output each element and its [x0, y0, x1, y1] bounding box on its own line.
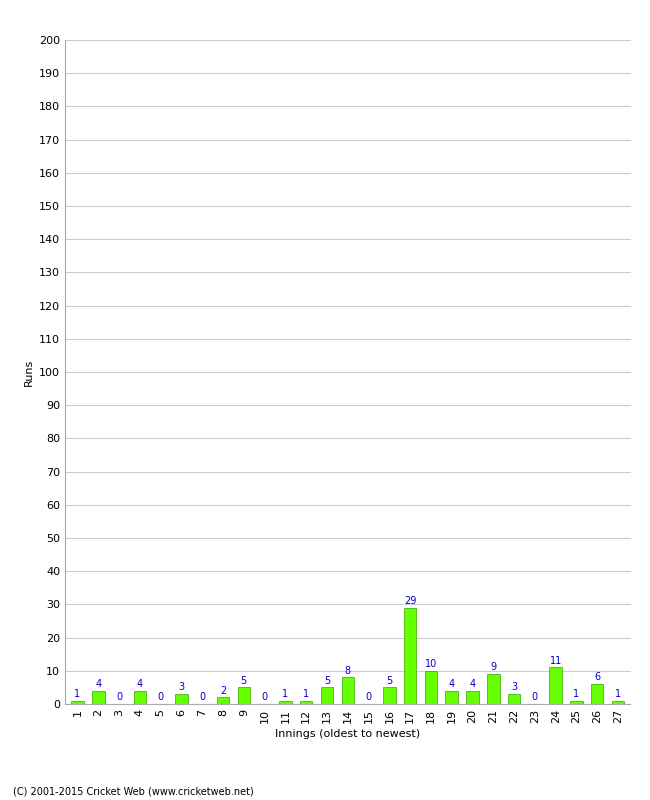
Text: 5: 5	[240, 676, 247, 686]
Bar	[176, 694, 188, 704]
Bar	[612, 701, 624, 704]
Text: 5: 5	[324, 676, 330, 686]
Bar	[549, 667, 562, 704]
Text: 0: 0	[199, 692, 205, 702]
Y-axis label: Runs: Runs	[23, 358, 33, 386]
Bar	[134, 690, 146, 704]
Text: 3: 3	[178, 682, 185, 692]
Bar	[570, 701, 582, 704]
Bar	[279, 701, 292, 704]
Bar	[508, 694, 520, 704]
Text: 1: 1	[74, 689, 81, 699]
Bar	[404, 608, 417, 704]
Text: 0: 0	[157, 692, 164, 702]
Text: 0: 0	[261, 692, 268, 702]
Text: 11: 11	[549, 656, 562, 666]
Text: 1: 1	[573, 689, 580, 699]
Bar	[92, 690, 105, 704]
Text: 5: 5	[386, 676, 393, 686]
Bar	[320, 687, 333, 704]
Bar	[341, 678, 354, 704]
Text: 9: 9	[490, 662, 497, 673]
Text: (C) 2001-2015 Cricket Web (www.cricketweb.net): (C) 2001-2015 Cricket Web (www.cricketwe…	[13, 786, 254, 796]
Bar	[424, 670, 437, 704]
Bar	[466, 690, 479, 704]
Text: 2: 2	[220, 686, 226, 696]
Bar	[237, 687, 250, 704]
Bar	[591, 684, 603, 704]
Text: 0: 0	[532, 692, 538, 702]
Text: 4: 4	[95, 679, 101, 689]
Bar	[445, 690, 458, 704]
Text: 4: 4	[469, 679, 476, 689]
Text: 10: 10	[425, 659, 437, 669]
Text: 1: 1	[282, 689, 289, 699]
Bar	[72, 701, 84, 704]
Bar	[487, 674, 499, 704]
Text: 0: 0	[365, 692, 372, 702]
X-axis label: Innings (oldest to newest): Innings (oldest to newest)	[275, 729, 421, 738]
Text: 1: 1	[303, 689, 309, 699]
Text: 1: 1	[615, 689, 621, 699]
Text: 4: 4	[136, 679, 143, 689]
Text: 6: 6	[594, 673, 601, 682]
Text: 4: 4	[448, 679, 455, 689]
Bar	[216, 698, 229, 704]
Text: 29: 29	[404, 596, 416, 606]
Bar	[383, 687, 396, 704]
Text: 0: 0	[116, 692, 122, 702]
Text: 3: 3	[511, 682, 517, 692]
Bar	[300, 701, 313, 704]
Text: 8: 8	[344, 666, 351, 676]
